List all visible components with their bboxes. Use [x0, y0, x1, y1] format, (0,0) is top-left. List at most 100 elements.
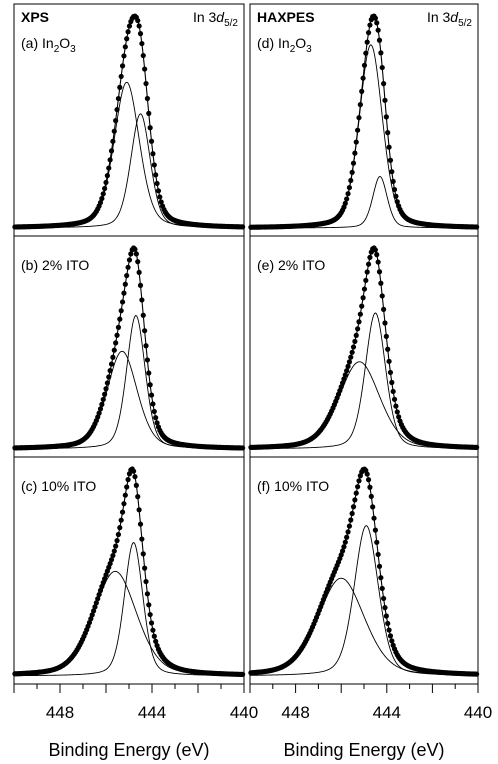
core-level-orbital: d: [450, 9, 459, 25]
panel-label-text: O: [295, 35, 306, 51]
data-point: [111, 128, 117, 134]
data-point: [371, 515, 377, 521]
data-point: [390, 388, 396, 395]
data-point: [143, 343, 149, 349]
data-point: [349, 169, 355, 175]
data-point: [113, 543, 119, 549]
data-point: [147, 125, 153, 131]
panel-c: (c) 10% ITO 448 444 440 Binding Energy (eV): [12, 456, 258, 760]
technique-title: XPS: [21, 9, 49, 25]
data-point: [137, 31, 144, 37]
data-point: [136, 23, 142, 29]
data-point: [151, 633, 157, 639]
fit-envelope-line: [249, 468, 479, 675]
component-peak-1: [249, 525, 479, 676]
data-point: [140, 52, 146, 59]
data-point: [349, 349, 355, 355]
x-tick-label: 440: [464, 703, 492, 722]
data-point: [107, 561, 113, 567]
data-point: [375, 259, 381, 265]
core-level-label: In 3d5/2: [193, 9, 238, 29]
data-point: [386, 144, 392, 150]
data-point: [364, 269, 370, 275]
component-peak-0: [249, 577, 479, 676]
data-point: [135, 494, 141, 500]
data-point: [389, 379, 395, 386]
data-point: [381, 306, 387, 312]
data-point: [124, 272, 130, 279]
data-point: [125, 477, 131, 483]
data-point: [131, 468, 137, 474]
core-level-orbital: d: [216, 9, 225, 25]
data-point: [357, 102, 363, 108]
data-point: [389, 169, 395, 175]
data-point: [374, 20, 380, 26]
data-point: [102, 185, 108, 192]
data-point: [142, 328, 148, 334]
data-point: [103, 179, 109, 186]
data-point: [367, 254, 373, 260]
data-point: [379, 64, 385, 71]
data-point: [104, 380, 110, 386]
data-point: [99, 401, 105, 407]
data-point: [385, 346, 391, 352]
panel-label-text: (e) 2% ITO: [257, 257, 325, 273]
data-point: [150, 627, 156, 633]
data-point: [350, 504, 357, 510]
data-point: [345, 363, 351, 369]
data-point: [346, 359, 353, 365]
data-point: [374, 539, 380, 545]
data-point: [356, 478, 362, 484]
data-point: [139, 536, 145, 542]
data-point: [240, 671, 246, 678]
component-peak-1: [13, 113, 245, 229]
data-point: [137, 521, 144, 527]
data-point: [346, 523, 353, 529]
subscript: 2: [54, 44, 60, 55]
data-point: [339, 548, 346, 554]
data-point: [353, 332, 359, 338]
data-point: [113, 340, 119, 346]
data-point: [393, 403, 399, 409]
data-point: [367, 22, 373, 28]
data-point: [348, 177, 354, 184]
data-point: [92, 604, 98, 610]
x-tick-label: 440: [230, 703, 258, 722]
data-point: [350, 160, 357, 166]
data-point: [383, 114, 389, 120]
data-point: [148, 138, 155, 144]
data-point: [133, 482, 139, 488]
data-point: [146, 110, 152, 116]
data-point: [378, 50, 384, 56]
data-point: [146, 370, 152, 376]
data-point: [97, 406, 104, 412]
panel-label-text: (b) 2% ITO: [21, 257, 89, 273]
data-point: [355, 127, 361, 133]
data-point: [117, 84, 123, 90]
data-point: [363, 50, 369, 56]
data-point: [338, 552, 344, 558]
panel-label: (a) In2O3: [21, 35, 76, 55]
data-point: [114, 538, 120, 544]
data-point: [342, 200, 348, 206]
data-point: [121, 501, 127, 507]
data-point: [95, 596, 101, 602]
data-point: [353, 490, 359, 496]
data-point: [122, 44, 128, 50]
x-tick-label: 444: [373, 703, 401, 722]
data-point: [361, 286, 368, 292]
data-point: [391, 186, 398, 193]
data-point: [96, 410, 102, 416]
data-point: [99, 583, 105, 590]
data-point: [341, 544, 347, 550]
data-point: [106, 165, 112, 171]
data-point: [375, 27, 381, 33]
data-point: [118, 517, 124, 523]
data-point: [135, 17, 141, 24]
data-point: [115, 531, 122, 538]
data-point: [124, 484, 130, 490]
data-point: [355, 326, 361, 332]
data-point: [114, 332, 120, 338]
x-axis-title: Binding Energy (eV): [48, 740, 209, 760]
data-point: [144, 357, 150, 363]
